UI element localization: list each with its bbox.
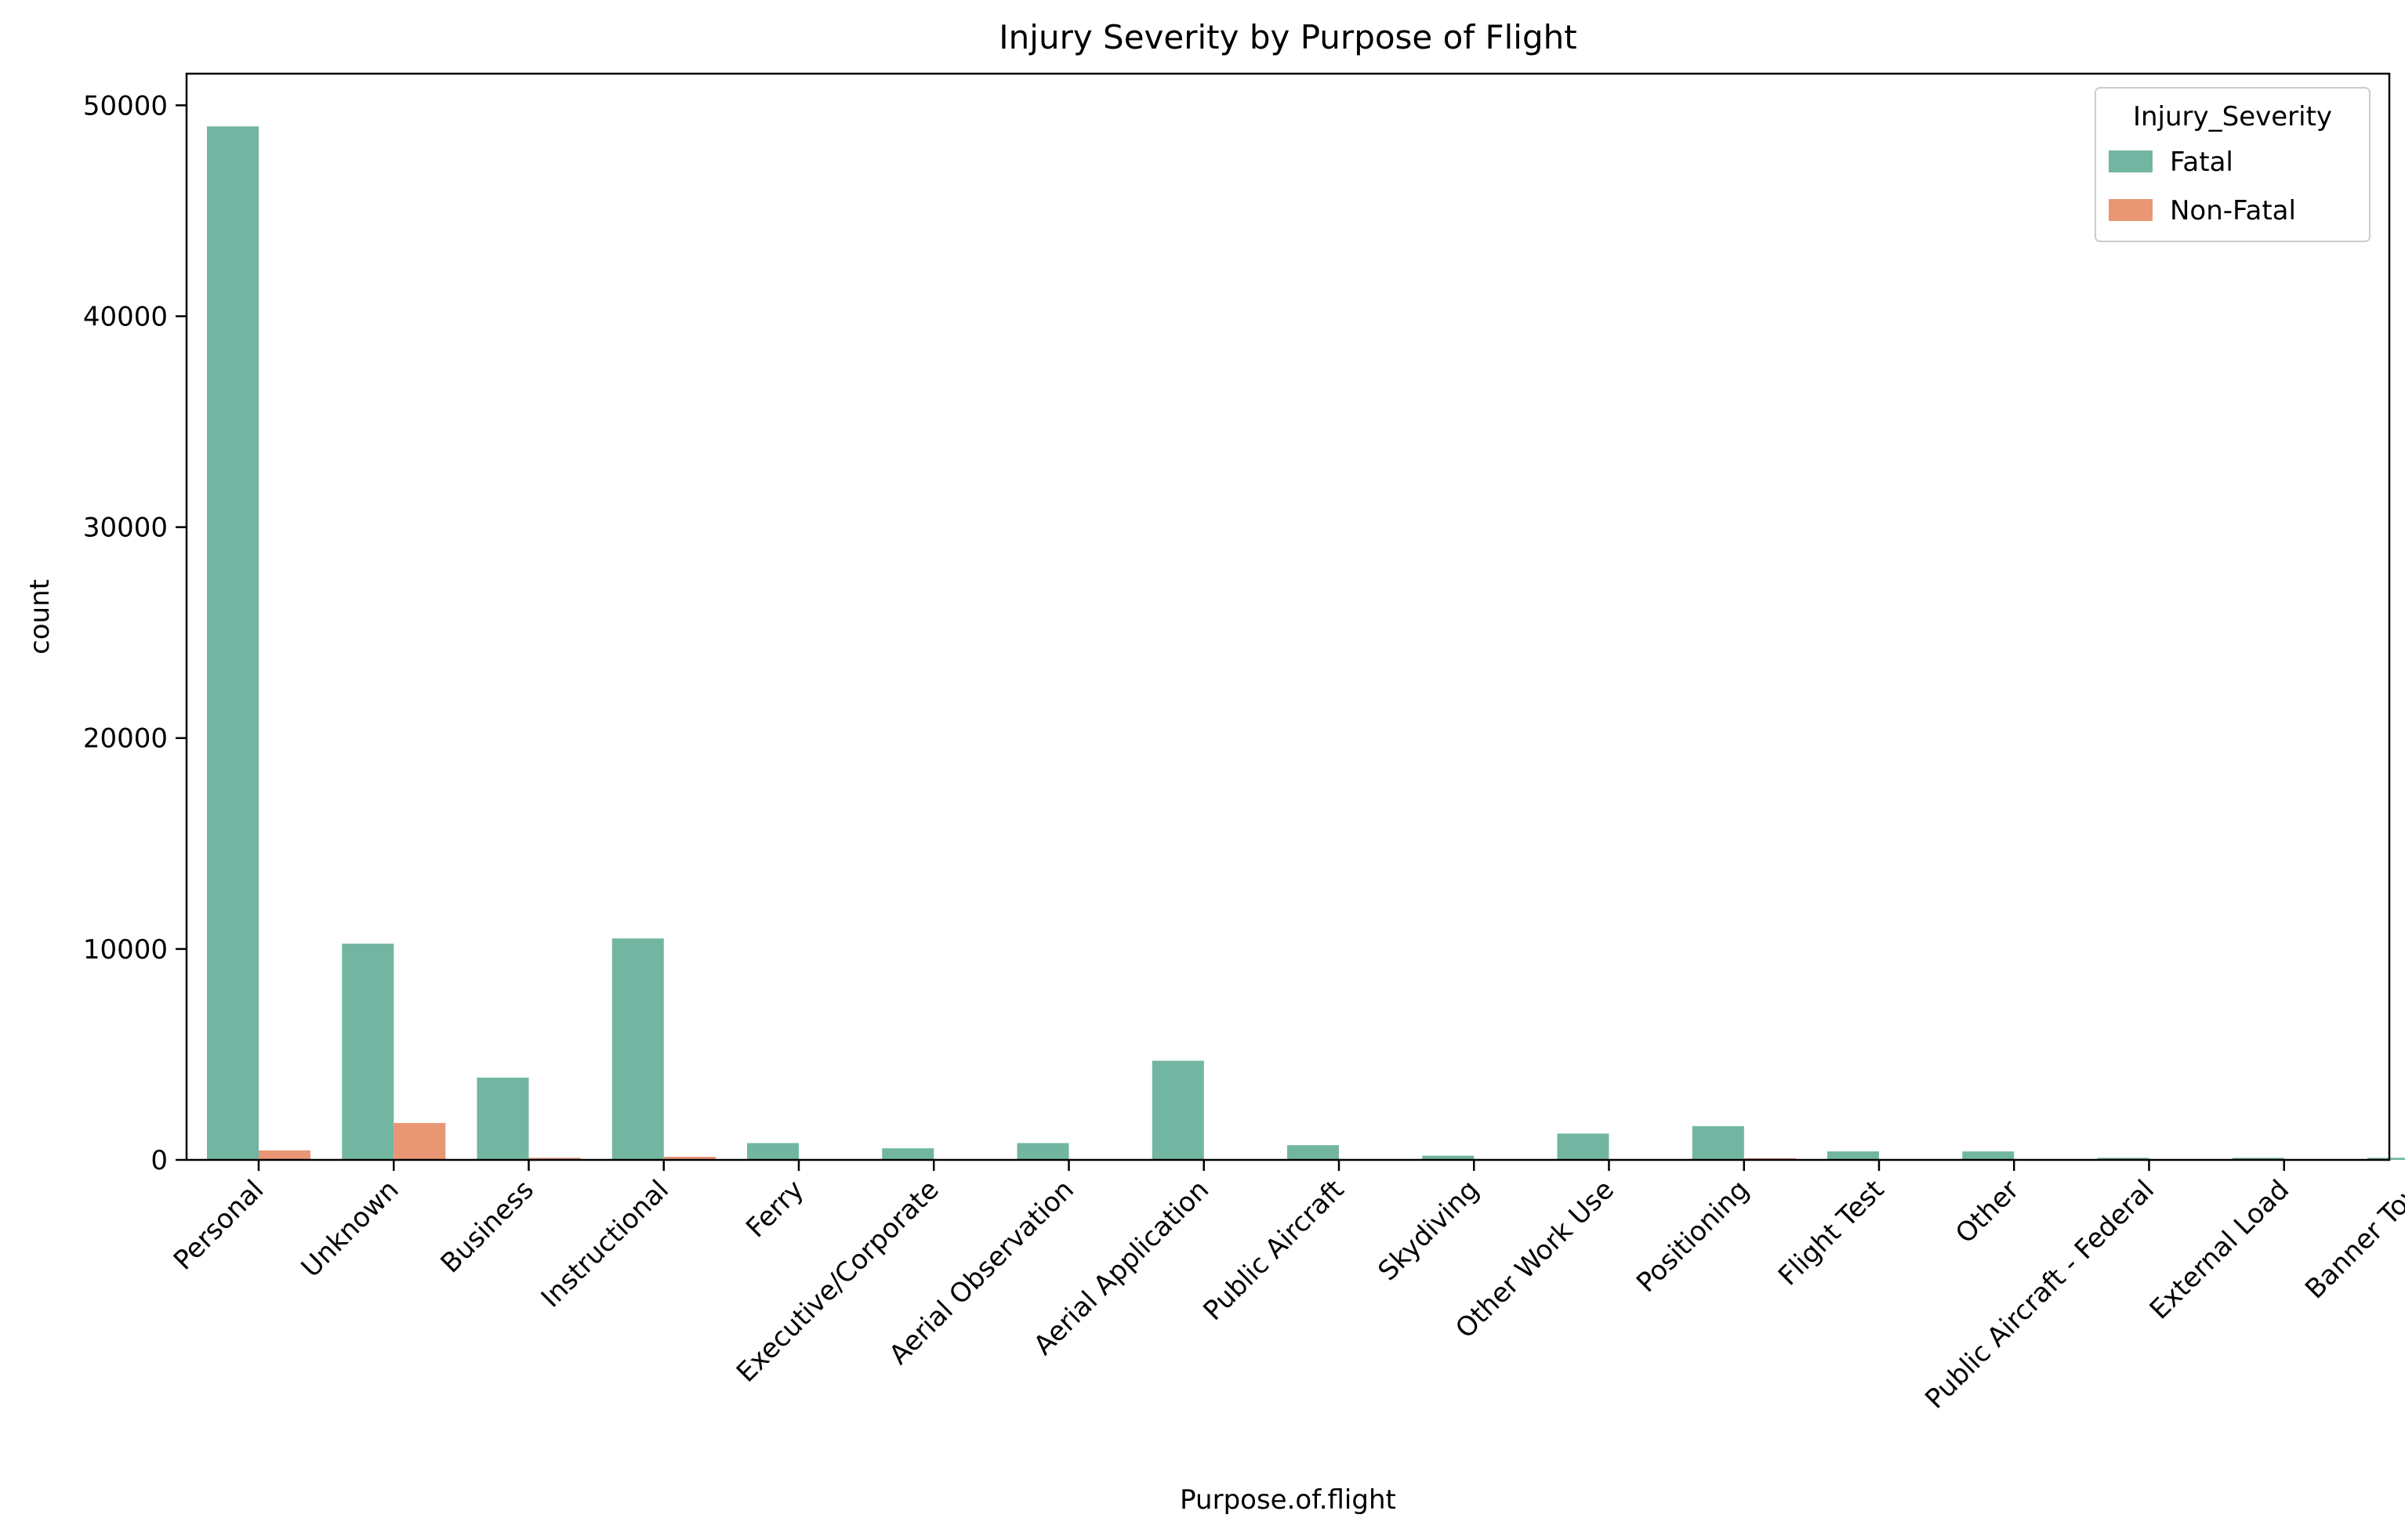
plot-frame: [185, 72, 2391, 1161]
y-axis: 0 10000 20000 30000 40000 50000: [83, 90, 187, 1176]
x-tick-label-external-load: External Load: [2144, 1174, 2295, 1325]
legend-swatch-non-fatal: [2109, 199, 2153, 221]
x-tick-label-public-aircraft-federal: Public Aircraft - Federal: [1919, 1174, 2160, 1415]
bar-business-fatal: [477, 1078, 529, 1160]
y-tick-label: 50000: [83, 90, 168, 121]
bar-executive-corporate-fatal: [882, 1148, 934, 1160]
x-tick-label-skydiving: Skydiving: [1372, 1174, 1485, 1287]
y-tick-label: 30000: [83, 513, 168, 544]
x-tick-label-banner-tow: Banner Tow: [2299, 1174, 2405, 1305]
x-tick-label-personal: Personal: [168, 1174, 270, 1276]
bar-instructional-non-fatal: [663, 1157, 716, 1160]
bar-unknown-non-fatal: [394, 1122, 446, 1160]
bar-flight-test-fatal: [1827, 1151, 1879, 1160]
legend-swatch-fatal: [2109, 150, 2153, 172]
bar-unknown-fatal: [342, 944, 394, 1160]
x-tick-label-public-aircraft: Public Aircraft: [1198, 1174, 1351, 1327]
x-tick-label-unknown: Unknown: [296, 1174, 405, 1284]
bar-other-fatal: [1962, 1151, 2015, 1160]
legend-label-fatal: Fatal: [2170, 147, 2233, 178]
bar-business-non-fatal: [528, 1158, 581, 1160]
bar-ferry-fatal: [747, 1143, 799, 1160]
bar-skydiving-fatal: [1422, 1155, 1475, 1160]
x-axis-label: Purpose.of.flight: [1180, 1484, 1396, 1516]
x-tick-label-instructional: Instructional: [535, 1174, 675, 1314]
bar-aerial-observation-fatal: [1017, 1143, 1069, 1160]
y-tick-label: 20000: [83, 723, 168, 755]
legend: Injury_Severity Fatal Non-Fatal: [2095, 87, 2371, 242]
chart-title: Injury Severity by Purpose of Flight: [999, 18, 1576, 56]
bar-banner-tow-fatal: [2367, 1158, 2405, 1160]
y-tick-label: 40000: [83, 301, 168, 332]
bars-group: [207, 126, 2405, 1160]
bar-aerial-application-fatal: [1152, 1060, 1204, 1160]
bar-public-aircraft-federal-fatal: [2097, 1158, 2149, 1160]
y-axis-label: count: [24, 579, 56, 654]
bar-positioning-fatal: [1692, 1125, 1744, 1160]
x-tick-label-flight-test: Flight Test: [1772, 1174, 1890, 1292]
bar-other-work-use-fatal: [1557, 1133, 1609, 1160]
legend-title: Injury_Severity: [2133, 101, 2332, 132]
bar-external-load-fatal: [2232, 1158, 2284, 1160]
x-tick-label-positioning: Positioning: [1631, 1174, 1755, 1299]
bar-personal-non-fatal: [259, 1150, 310, 1160]
legend-label-non-fatal: Non-Fatal: [2170, 195, 2296, 226]
x-tick-label-other: Other: [1950, 1174, 2026, 1250]
bar-personal-fatal: [207, 126, 259, 1160]
bar-instructional-fatal: [611, 938, 664, 1160]
x-tick-label-ferry: Ferry: [740, 1174, 810, 1244]
bar-public-aircraft-fatal: [1287, 1145, 1339, 1160]
y-tick-label: 0: [151, 1145, 168, 1176]
x-tick-label-business: Business: [435, 1174, 540, 1279]
legend-frame: [2095, 87, 2371, 242]
y-tick-label: 10000: [83, 934, 168, 966]
